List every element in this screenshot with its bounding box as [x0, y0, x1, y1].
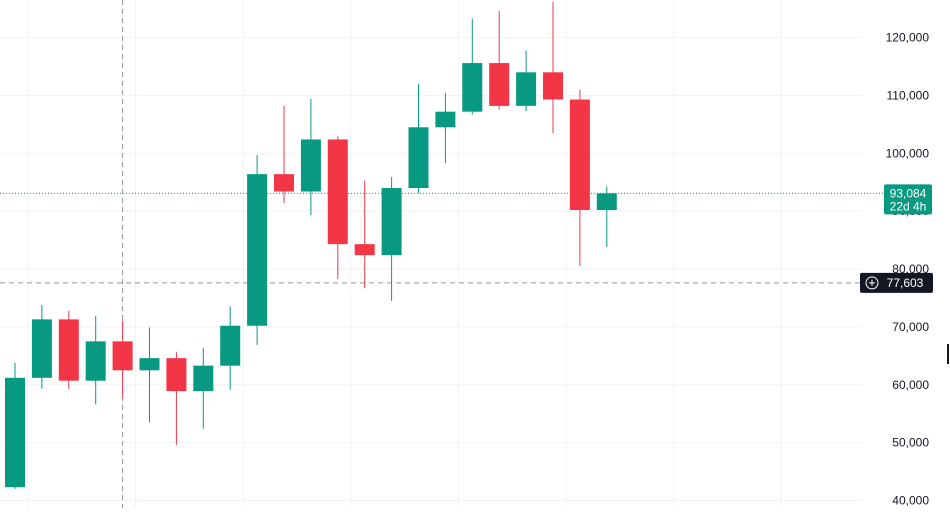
y-tick-label: 100,000 [886, 146, 930, 160]
candle-body [112, 341, 133, 371]
crosshair [0, 0, 862, 508]
candle-body [381, 188, 402, 256]
candle[interactable] [543, 1, 563, 134]
y-tick-label: 70,000 [892, 320, 929, 334]
candle-body [435, 111, 456, 128]
candle-body [166, 358, 187, 392]
candle[interactable] [381, 177, 402, 301]
candle[interactable] [112, 320, 133, 399]
candle[interactable] [85, 315, 106, 405]
y-tick-label: 110,000 [887, 88, 930, 102]
crosshair-price-value: 77,603 [887, 276, 924, 290]
price-axis[interactable]: 40,00050,00060,00070,00080,00090,000100,… [886, 31, 949, 508]
y-tick-label: 40,000 [892, 493, 929, 507]
candle[interactable] [300, 98, 321, 216]
candle-body [327, 139, 348, 245]
candle-body [462, 63, 483, 112]
candle[interactable] [220, 306, 241, 390]
candle[interactable] [435, 93, 456, 164]
candle[interactable] [193, 347, 214, 429]
candle-body [85, 341, 106, 381]
candle[interactable] [327, 136, 348, 279]
scale-resize-handle[interactable] [947, 344, 949, 364]
candle-body [139, 358, 160, 371]
candle-body [408, 127, 429, 189]
candle[interactable] [516, 50, 537, 112]
candle-body [543, 72, 563, 100]
candles [5, 1, 617, 489]
grid [0, 0, 862, 508]
current-price-value: 93,084 [890, 186, 927, 200]
candle-body [31, 319, 52, 378]
y-tick-label: 50,000 [892, 436, 929, 450]
candle[interactable] [462, 18, 483, 115]
candle[interactable] [166, 351, 187, 445]
y-tick-label: 120,000 [886, 31, 930, 45]
candle-body [58, 319, 79, 381]
candle-body [300, 139, 321, 192]
candle[interactable] [408, 83, 429, 194]
y-tick-label: 80,000 [892, 262, 929, 276]
candle[interactable] [139, 327, 160, 423]
candle-body [247, 174, 268, 326]
candle-body [596, 193, 617, 211]
candle-body [220, 325, 241, 366]
candle-body [516, 72, 537, 106]
candle[interactable] [569, 89, 590, 267]
candle[interactable] [354, 180, 375, 289]
candle[interactable] [5, 362, 25, 489]
crosshair-price-label: 77,603 [860, 272, 933, 293]
plus-icon-circle [865, 276, 879, 290]
crosshair-label-bg [860, 272, 933, 293]
current-price-label-bg [884, 184, 932, 215]
plus-circle-icon[interactable] [865, 276, 879, 290]
candle-body [193, 365, 214, 392]
candle-body [354, 244, 375, 256]
candle-body [274, 174, 294, 192]
candle[interactable] [247, 155, 268, 345]
candle-body [569, 99, 590, 211]
current-price-countdown: 22d 4h [890, 199, 927, 213]
candle[interactable] [58, 310, 79, 389]
candle[interactable] [31, 304, 52, 389]
candle[interactable] [596, 186, 617, 248]
y-tick-label: 60,000 [892, 378, 929, 392]
candle[interactable] [274, 105, 294, 204]
candle-body [489, 63, 510, 106]
candle-body [5, 377, 25, 488]
candle[interactable] [489, 10, 510, 110]
